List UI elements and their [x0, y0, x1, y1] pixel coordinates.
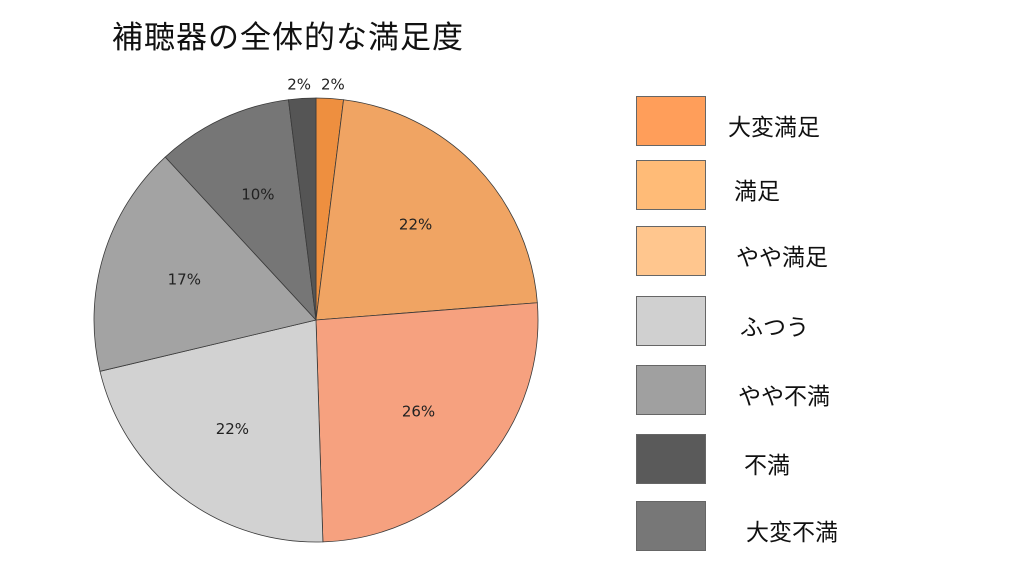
- legend-item: 不満: [636, 434, 1016, 486]
- legend-swatch: [636, 296, 706, 346]
- legend-swatch: [636, 160, 706, 210]
- slice-value-label: 26%: [402, 402, 435, 420]
- chart-title: 補聴器の全体的な満足度: [112, 20, 464, 56]
- legend-label: 不満: [744, 453, 790, 479]
- legend-item: 大変不満: [636, 501, 1016, 553]
- legend-swatch: [636, 434, 706, 484]
- pie-slice: [315, 302, 539, 543]
- legend-swatch: [636, 96, 706, 146]
- pie-slice: [99, 319, 324, 543]
- slice-value-label: 17%: [168, 270, 201, 288]
- pie-slice: [315, 99, 538, 321]
- legend-label: 大変不満: [746, 520, 838, 546]
- slice-value-label: 22%: [399, 216, 432, 234]
- legend-item: 大変満足: [636, 96, 1016, 148]
- slice-value-label: 10%: [241, 186, 274, 204]
- legend-swatch: [636, 226, 706, 276]
- legend-label: やや不満: [738, 384, 830, 410]
- legend-item: やや不満: [636, 365, 1016, 417]
- legend-label: やや満足: [736, 245, 828, 271]
- legend-label: 満足: [734, 179, 780, 205]
- pie-chart: 2% 22% 26% 22% 17% 10% 2%: [93, 76, 539, 543]
- legend: 大変満足満足やや満足ふつうやや不満不満大変不満: [636, 0, 1016, 568]
- pie-slice: [164, 99, 317, 322]
- legend-label: 大変満足: [728, 115, 820, 141]
- legend-item: やや満足: [636, 226, 1016, 278]
- legend-swatch: [636, 365, 706, 415]
- legend-item: ふつう: [636, 296, 1016, 348]
- slice-value-label: 2%: [321, 76, 345, 94]
- legend-label: ふつう: [740, 315, 809, 341]
- slice-value-label: 2%: [287, 76, 311, 94]
- legend-item: 満足: [636, 160, 1016, 212]
- pie-slice: [288, 97, 317, 321]
- slice-value-label: 22%: [216, 420, 249, 438]
- legend-swatch: [636, 501, 706, 551]
- pie-slice: [93, 156, 317, 372]
